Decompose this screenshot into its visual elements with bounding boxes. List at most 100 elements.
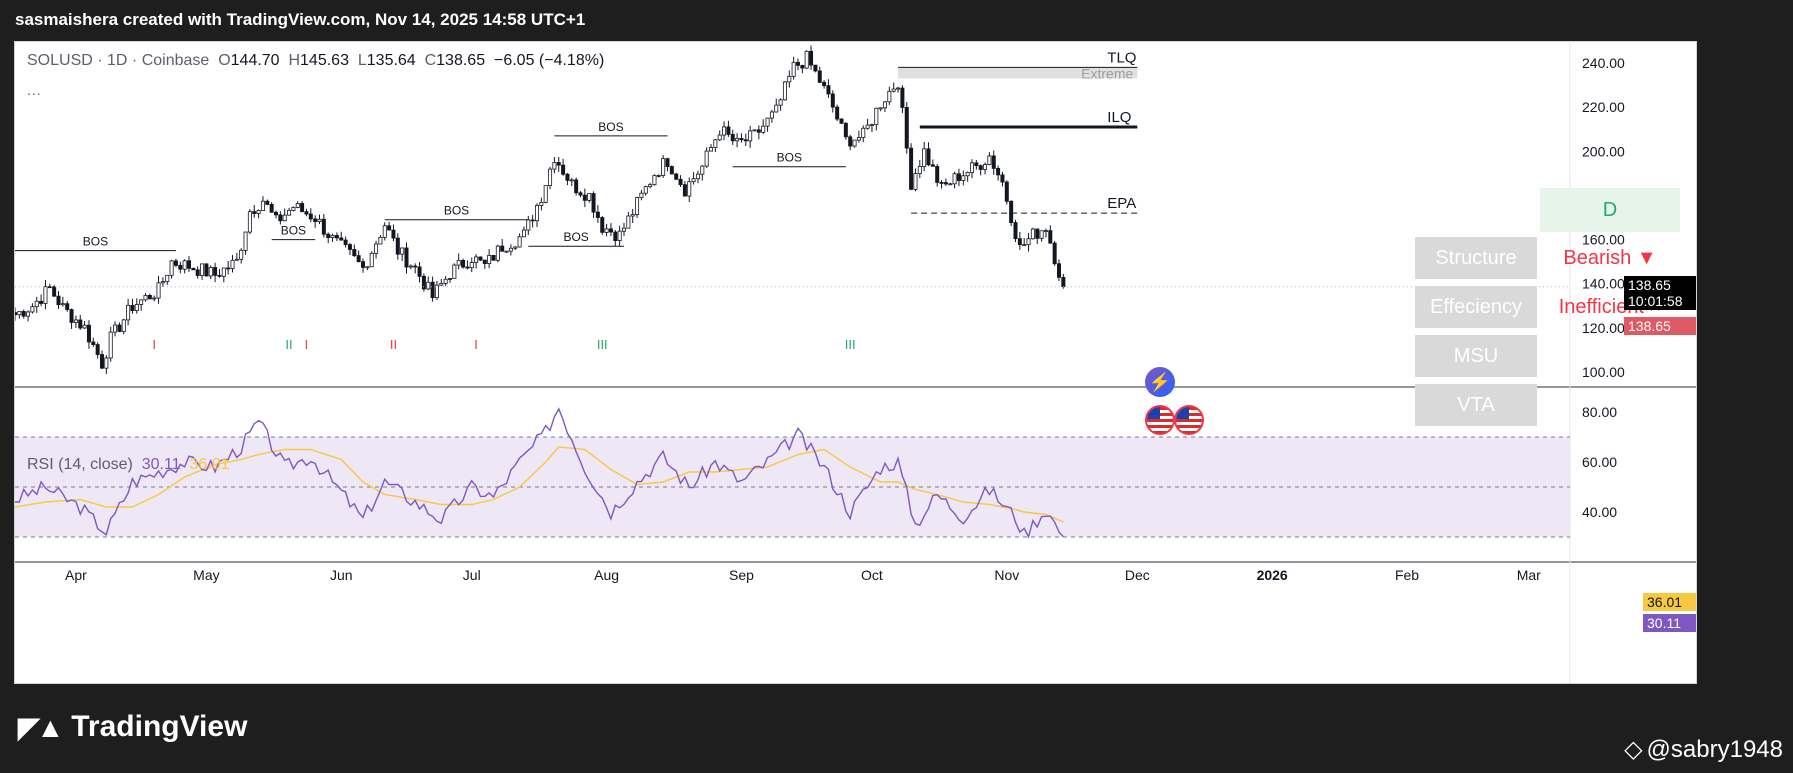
candle-body xyxy=(434,284,439,299)
wave-mark: III xyxy=(845,337,856,352)
rsi-tick-label: 80.00 xyxy=(1582,404,1617,420)
candle-body xyxy=(539,201,544,206)
symbol-label[interactable]: SOLUSD · 1D · Coinbase xyxy=(27,52,210,69)
candle-body xyxy=(139,299,144,305)
candle-body xyxy=(574,179,579,194)
candle-body xyxy=(682,184,687,197)
candle-body xyxy=(278,214,283,222)
candle-body xyxy=(1052,242,1057,265)
candle-body xyxy=(904,107,909,149)
us-flag-icon[interactable] xyxy=(1145,405,1175,435)
candle-body xyxy=(365,266,370,269)
rsi-value: 30.11 xyxy=(141,456,181,473)
more-menu[interactable]: ... xyxy=(27,82,42,98)
candle-body xyxy=(669,166,674,175)
candle-body xyxy=(247,211,252,233)
candle-body xyxy=(374,243,379,254)
candle-body xyxy=(474,256,479,263)
candle-body xyxy=(630,214,635,217)
candle-body xyxy=(200,263,205,276)
chart-frame[interactable]: 100.00120.00140.00160.00180.00200.00220.… xyxy=(14,41,1697,684)
chart-canvas[interactable]: 100.00120.00140.00160.00180.00200.00220.… xyxy=(15,42,1696,683)
candle-body xyxy=(226,267,231,270)
rsi-tick-label: 40.00 xyxy=(1582,504,1617,520)
time-tick-label: Oct xyxy=(861,567,883,583)
candle-body xyxy=(160,281,165,284)
candle-body xyxy=(208,267,213,277)
candle-body xyxy=(678,178,683,186)
rsi-tag: 30.11 xyxy=(1643,614,1696,632)
candle-body xyxy=(765,117,770,127)
wave-mark: III xyxy=(597,337,608,352)
candle-body xyxy=(495,245,500,261)
candle-body xyxy=(404,247,409,268)
candle-body xyxy=(326,233,331,239)
candle-body xyxy=(800,64,805,69)
candle-body xyxy=(730,134,735,142)
candle-body xyxy=(752,129,757,132)
candle-body xyxy=(500,245,505,252)
rsi-line xyxy=(15,407,1064,539)
candle-body xyxy=(461,259,466,268)
candle-body xyxy=(926,148,931,166)
candle-body xyxy=(452,264,457,279)
candle-body xyxy=(217,274,222,277)
candle-body xyxy=(983,164,988,170)
brand-label: TradingView xyxy=(71,710,248,743)
candle-body xyxy=(613,231,618,241)
candle-body xyxy=(587,193,592,201)
swing-label-bos: BOS xyxy=(444,204,469,218)
candle-body xyxy=(17,311,22,316)
candle-body xyxy=(735,137,740,142)
wave-mark: II xyxy=(285,337,292,352)
header-title: sasmaishera created with TradingView.com… xyxy=(15,10,586,29)
candle-body xyxy=(1017,238,1022,246)
last-price-value: 138.65 xyxy=(1628,277,1671,293)
candle-body xyxy=(234,258,239,261)
candle-body xyxy=(213,267,218,276)
tradingview-mark-icon: ◤▲ xyxy=(18,711,64,743)
candle-body xyxy=(60,303,65,306)
tradingview-logo[interactable]: ◤▲ TradingView xyxy=(18,710,247,744)
open-label: O xyxy=(218,52,231,69)
candle-body xyxy=(252,211,257,214)
price-tick-label: 100.00 xyxy=(1582,364,1625,380)
watermark-label: @sabry1948 xyxy=(1646,735,1783,763)
time-tick-label: Jul xyxy=(463,567,481,583)
change-value: −6.05 (−4.18%) xyxy=(493,52,605,69)
candle-body xyxy=(130,304,135,311)
candle-body xyxy=(861,127,866,138)
candle-body xyxy=(447,278,452,280)
candle-body xyxy=(339,237,344,241)
candle-body xyxy=(1004,181,1009,202)
time-tick-label: Aug xyxy=(594,567,619,583)
candle-body xyxy=(487,254,492,264)
candle-body xyxy=(295,203,300,208)
candle-body xyxy=(930,164,935,167)
candle-body xyxy=(996,167,1001,176)
candle-body xyxy=(739,137,744,141)
candle-body xyxy=(126,304,131,321)
candle-body xyxy=(104,357,109,369)
structure-value: Bearish ▼ xyxy=(1563,246,1657,269)
candle-body xyxy=(369,252,374,268)
rsi-label[interactable]: RSI (14, close) xyxy=(27,456,133,473)
candle-body xyxy=(617,230,622,241)
candle-body xyxy=(639,192,644,199)
candle-body xyxy=(961,175,966,181)
candle-body xyxy=(991,155,996,169)
candle-body xyxy=(891,88,896,92)
extreme-zone xyxy=(898,67,1138,79)
candle-body xyxy=(674,173,679,180)
candle-body xyxy=(830,93,835,108)
us-flag-icon[interactable] xyxy=(1174,405,1204,435)
lightning-event-icon[interactable]: ⚡ xyxy=(1145,367,1175,397)
time-tick-label: Sep xyxy=(729,567,754,583)
candle-body xyxy=(600,217,605,233)
candle-body xyxy=(273,211,278,216)
candle-body xyxy=(391,229,396,239)
wave-mark: I xyxy=(305,337,309,352)
candle-body xyxy=(15,312,18,316)
candle-body xyxy=(652,175,657,186)
candle-body xyxy=(82,324,87,329)
